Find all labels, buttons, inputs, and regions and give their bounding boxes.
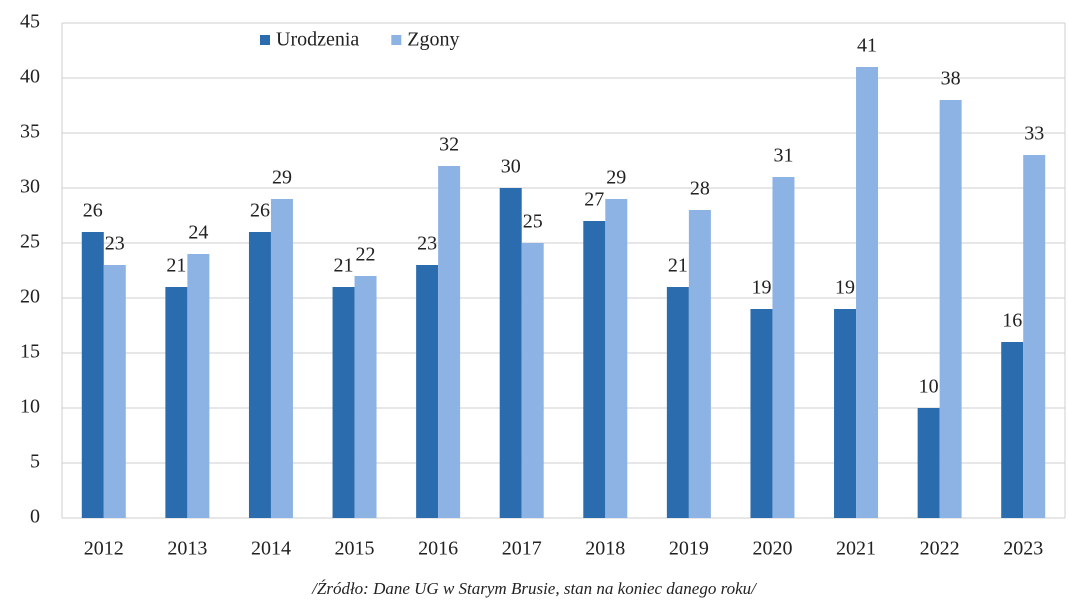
data-label: 29 <box>272 167 292 189</box>
bar <box>270 199 293 518</box>
bar <box>605 199 628 518</box>
y-tick-label: 10 <box>20 396 40 418</box>
source-note: /Źródło: Dane UG w Starym Brusie, stan n… <box>311 579 758 598</box>
x-tick-label: 2014 <box>251 538 291 560</box>
data-label: 41 <box>857 35 877 57</box>
x-tick-label: 2023 <box>1003 538 1043 560</box>
x-tick-label: 2022 <box>920 538 960 560</box>
data-label: 16 <box>1002 310 1022 332</box>
bar <box>332 287 355 518</box>
y-tick-label: 30 <box>20 176 40 198</box>
bar <box>834 309 857 518</box>
data-label: 21 <box>334 255 354 277</box>
legend-swatch <box>391 35 402 45</box>
bar <box>248 232 271 518</box>
bar <box>583 221 606 518</box>
y-tick-label: 45 <box>20 11 40 33</box>
x-tick-label: 2017 <box>502 538 542 560</box>
data-label: 26 <box>250 200 270 222</box>
data-label: 24 <box>188 222 208 244</box>
data-label: 27 <box>584 189 604 211</box>
x-tick-label: 2019 <box>669 538 709 560</box>
data-label: 28 <box>690 178 710 200</box>
bar <box>103 265 126 518</box>
bar <box>688 210 711 518</box>
x-tick-label: 2013 <box>167 538 207 560</box>
data-label: 29 <box>606 167 626 189</box>
data-label: 38 <box>941 68 961 90</box>
bar <box>1001 342 1024 518</box>
data-label: 19 <box>835 277 855 299</box>
data-label: 21 <box>166 255 186 277</box>
y-tick-label: 0 <box>30 506 40 528</box>
data-label: 10 <box>919 376 939 398</box>
data-label: 26 <box>83 200 103 222</box>
x-tick-label: 2021 <box>836 538 876 560</box>
bar <box>438 166 461 518</box>
y-tick-label: 20 <box>20 286 40 308</box>
bar <box>187 254 210 518</box>
bar <box>521 243 544 518</box>
x-tick-label: 2018 <box>585 538 625 560</box>
bar <box>354 276 377 518</box>
data-label: 23 <box>105 233 125 255</box>
bar <box>81 232 104 518</box>
y-tick-label: 25 <box>20 231 40 253</box>
y-tick-label: 40 <box>20 66 40 88</box>
y-tick-label: 15 <box>20 341 40 363</box>
data-label: 21 <box>668 255 688 277</box>
legend-label: Urodzenia <box>276 29 359 51</box>
bar <box>750 309 773 518</box>
legend-label: Zgony <box>407 29 459 51</box>
x-tick-label: 2015 <box>335 538 375 560</box>
x-tick-label: 2020 <box>752 538 792 560</box>
bar <box>772 177 795 518</box>
data-label: 22 <box>356 244 376 266</box>
y-tick-label: 35 <box>20 121 40 143</box>
legend-swatch <box>260 35 270 45</box>
y-tick-label: 5 <box>30 451 40 473</box>
x-tick-label: 2012 <box>84 538 124 560</box>
bar <box>666 287 689 518</box>
bar <box>499 188 522 518</box>
data-label: 31 <box>773 145 793 167</box>
data-label: 30 <box>501 156 521 178</box>
data-label: 25 <box>523 211 543 233</box>
bar <box>1023 155 1046 518</box>
bar <box>917 408 940 518</box>
data-label: 33 <box>1024 123 1044 145</box>
data-label: 23 <box>417 233 437 255</box>
bar <box>856 67 879 518</box>
x-tick-label: 2016 <box>418 538 458 560</box>
bar <box>416 265 439 518</box>
data-label: 19 <box>751 277 771 299</box>
bar <box>939 100 962 518</box>
data-label: 32 <box>439 134 459 156</box>
bar <box>165 287 188 518</box>
